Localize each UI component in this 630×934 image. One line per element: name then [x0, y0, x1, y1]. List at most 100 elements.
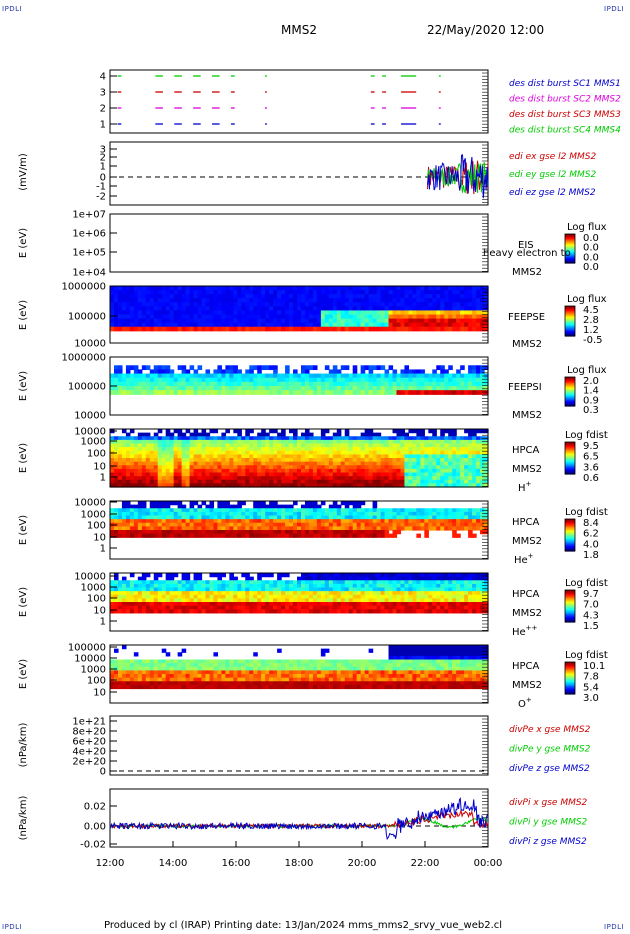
- spectrogram-cell: [344, 302, 350, 307]
- spectrogram-cell: [344, 526, 350, 531]
- spectrogram-cell: [161, 476, 167, 481]
- spectrogram-cell: [173, 515, 179, 520]
- spectrogram-cell: [384, 533, 390, 538]
- spectrogram-cell: [177, 318, 183, 324]
- spectrogram-cell: [249, 369, 254, 375]
- spectrogram-cell: [304, 530, 310, 535]
- spectrogram-cell: [300, 326, 306, 332]
- spectrogram-cell: [404, 443, 410, 448]
- spectrogram-cell: [153, 450, 159, 455]
- spectrogram-cell: [237, 458, 242, 463]
- spectrogram-cell: [165, 365, 171, 371]
- spectrogram-cell: [225, 602, 230, 607]
- spectrogram-cell: [245, 476, 250, 481]
- spectrogram-cell: [472, 369, 477, 375]
- spectrogram-cell: [476, 515, 481, 520]
- spectrogram-cell: [336, 573, 342, 578]
- spectrogram-cell: [229, 594, 234, 599]
- spectrogram-cell: [376, 530, 382, 535]
- spectrogram-cell: [356, 322, 362, 328]
- spectrogram-cell: [121, 373, 127, 379]
- spectrogram-cell: [117, 302, 123, 307]
- spectrogram-cell: [420, 322, 425, 328]
- spectrogram-cell: [257, 594, 262, 599]
- spectrogram-cell: [169, 450, 175, 455]
- spectrogram-cell: [412, 511, 417, 517]
- spectrogram-cell: [400, 377, 406, 383]
- eis-colorbar-title: Log flux: [567, 222, 607, 233]
- spectrogram-cell: [312, 605, 318, 610]
- spectrogram-cell: [213, 580, 219, 585]
- spectrogram-cell: [376, 508, 382, 513]
- spectrogram-cell: [249, 580, 254, 585]
- spectrogram-cell: [392, 479, 398, 484]
- spectrogram-cell: [213, 598, 219, 603]
- spectrogram-cell: [173, 298, 179, 303]
- spectrogram-cell: [388, 476, 394, 481]
- spectrogram-cell: [185, 326, 191, 332]
- spectrogram-cell: [376, 476, 382, 481]
- spectrogram-cell: [181, 576, 187, 581]
- spectrogram-cell: [444, 373, 449, 379]
- spectrogram-cell: [472, 439, 477, 445]
- spectrogram-cell: [388, 450, 394, 455]
- spectrogram-cell: [281, 322, 286, 328]
- spectrogram-cell: [165, 591, 171, 596]
- spectrogram-cell: [221, 501, 226, 506]
- spectrogram-cell: [372, 318, 378, 324]
- spectrogram-cell: [249, 290, 254, 295]
- edi-legend-entry: edi ez gse l2 MMS2: [509, 188, 596, 198]
- spectrogram-cell: [344, 609, 350, 614]
- spectrogram-cell: [297, 511, 302, 517]
- spectrogram-cell: [181, 526, 187, 531]
- spectrogram-cell: [428, 298, 433, 303]
- spectrogram-cell: [432, 298, 437, 303]
- spectrogram-cell: [269, 511, 274, 517]
- spectrogram-cell: [145, 515, 151, 520]
- spectrogram-cell: [456, 461, 461, 466]
- spectrogram-cell: [141, 377, 147, 383]
- spectrogram-cell: [285, 519, 290, 524]
- spectrogram-cell: [201, 508, 207, 513]
- spectrogram-cell: [193, 522, 199, 527]
- spectrogram-cell: [225, 290, 230, 295]
- spectrogram-cell: [217, 587, 223, 592]
- colorbar-segment: [565, 378, 575, 381]
- colorbar-segment: [565, 255, 575, 258]
- spectrogram-cell: [372, 508, 378, 513]
- spectrogram-cell: [368, 377, 374, 383]
- spectrogram-cell: [157, 461, 163, 466]
- spectrogram-cell: [416, 369, 421, 375]
- spectrogram-cell: [368, 373, 374, 379]
- spectrogram-cell: [217, 573, 223, 578]
- spectrogram-cell: [189, 447, 195, 452]
- spectrogram-cell: [153, 302, 159, 307]
- spectrogram-cell: [352, 298, 358, 303]
- spectrogram-cell: [432, 369, 437, 375]
- spectrogram-cell: [344, 298, 350, 303]
- spectrogram-cell: [125, 373, 131, 379]
- spectrogram-cell: [344, 381, 350, 387]
- spectrogram-cell: [233, 439, 238, 445]
- spectrogram-cell: [316, 508, 322, 513]
- spectrogram-cell: [113, 326, 119, 332]
- spectrogram-cell: [297, 576, 302, 581]
- spectrogram-cell: [340, 598, 346, 603]
- spectrogram-cell: [125, 598, 131, 603]
- spectrogram-cell: [348, 501, 354, 506]
- spectrogram-cell: [372, 511, 378, 517]
- spectrogram-cell: [368, 369, 374, 375]
- edi-legend-entry: edi ex gse l2 MMS2: [509, 152, 596, 162]
- spectrogram-cell: [392, 468, 398, 474]
- spectrogram-cell: [117, 594, 123, 599]
- spectrogram-cell: [412, 443, 417, 448]
- spectrogram-cell: [372, 294, 378, 299]
- spectrogram-cell: [376, 377, 382, 383]
- spectrogram-cell: [265, 526, 270, 531]
- colorbar-segment: [565, 250, 575, 253]
- spectrogram-cell: [384, 472, 390, 477]
- colorbar-frame: [564, 376, 576, 407]
- spectrogram-cell: [209, 591, 215, 596]
- spectrogram-cell: [285, 594, 290, 599]
- spectrogram-cell: [297, 443, 302, 448]
